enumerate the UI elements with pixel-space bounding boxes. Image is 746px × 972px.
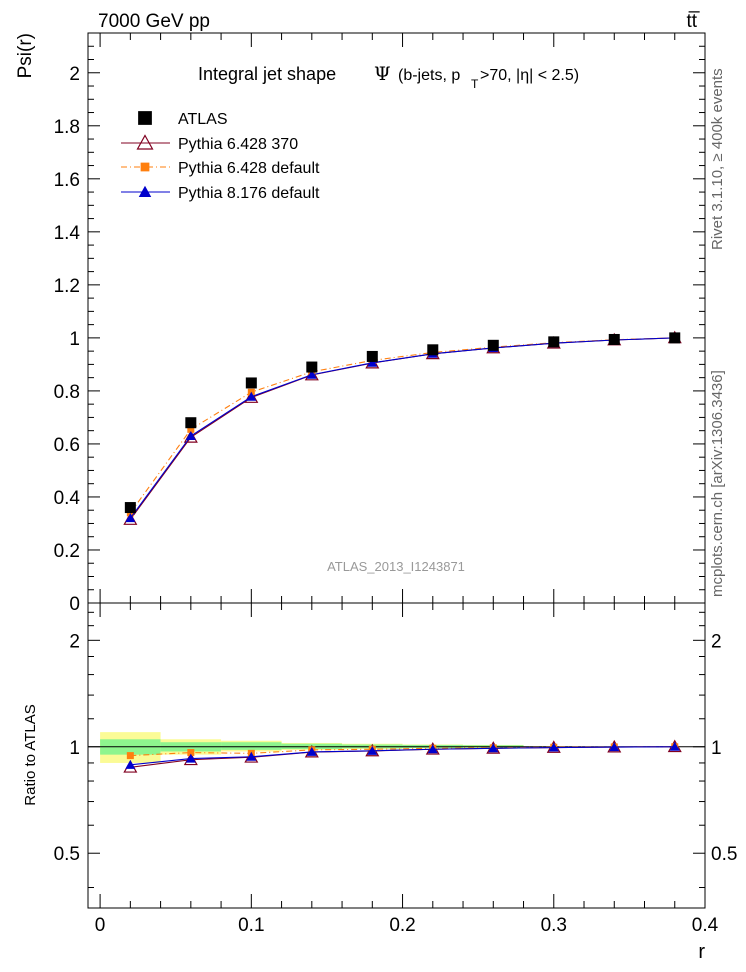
main-point-atlas-6: [487, 339, 499, 351]
title-symbol: Ψ: [374, 63, 391, 85]
axis-tick-labels: 0 0.2 0.4 0.6 0.8 1 1.2 1.4 1.6 1.8 2 0 0.1 0.2 0.3 0.4…: [54, 64, 738, 936]
main-point-atlas-8: [608, 333, 620, 345]
ratio-panel-series: [123, 739, 682, 773]
main-point-atlas-4: [366, 350, 378, 362]
ratio-point-p8_default-4: [367, 745, 378, 755]
main-line-p6_default: [129, 337, 675, 514]
main-line-p6_370: [129, 337, 675, 520]
ratio-point-p8_default-1: [185, 753, 196, 763]
main-line-p8_default: [129, 337, 675, 519]
ratio-point-p8_default-7: [548, 742, 559, 752]
main-point-atlas-2: [245, 377, 257, 389]
title-main: Integral jet shape: [198, 64, 336, 84]
process-label: tt̅: [686, 11, 700, 32]
main-ytick-label-1: 0.2: [54, 541, 80, 562]
legend: ATLAS Pythia 6.428 370 Pythia 6.428 defaul…: [121, 111, 320, 202]
legend-label-p6_370: Pythia 6.428 370: [178, 136, 298, 153]
main-panel-series: [123, 330, 682, 525]
ratio-point-p8_default-6: [488, 743, 499, 753]
ratio-point-p8_default-9: [669, 741, 680, 751]
xtick-label-4: 0.4: [692, 915, 719, 936]
main-ytick-label-6: 1.2: [54, 276, 80, 297]
ratio-point-p8_default-2: [246, 751, 257, 761]
legend-marker-p6_default: [140, 162, 150, 172]
legend-marker-atlas: [138, 111, 152, 125]
energy-label: 7000 GeV pp: [98, 11, 210, 32]
ratio-ylabel: Ratio to ATLAS: [22, 704, 39, 805]
main-ytick-label-8: 1.6: [54, 170, 80, 191]
ratio-point-p8_default-8: [609, 742, 620, 752]
legend-marker-p8_default: [138, 185, 152, 197]
main-ylabel: Psi(r): [15, 33, 36, 78]
main-point-p8_default-1: [185, 430, 196, 440]
panel-frames: [87, 32, 706, 909]
xtick-label-2: 0.2: [389, 915, 415, 936]
main-ytick-label-9: 1.8: [54, 117, 80, 138]
main-ytick-label-0: 0: [69, 594, 80, 615]
mcplots-label: mcplots.cern.ch [arXiv:1306.3436]: [709, 370, 726, 597]
ratio-panel-frame: [87, 602, 706, 909]
ratio-point-p8_default-5: [427, 744, 438, 754]
main-point-p8_default-4: [367, 357, 378, 367]
x-axis-label: r: [698, 941, 705, 963]
plot-title: Integral jet shape Ψ (b-jets, p T >70, |…: [198, 63, 579, 91]
legend-label-atlas: ATLAS: [178, 111, 228, 128]
ratio-ytick-label-1: 1: [69, 738, 80, 759]
axis-ticks: [88, 33, 706, 908]
ratio-point-p6_default-0: [126, 752, 134, 760]
ratio-point-p8_default-3: [306, 746, 317, 756]
rivet-label: Rivet 3.1.10, ≥ 400k events: [709, 68, 726, 250]
main-point-p6_default-1: [187, 425, 195, 433]
ratio-ytick-label-2: 2: [69, 631, 80, 652]
main-ytick-label-2: 0.4: [54, 488, 81, 509]
main-point-atlas-7: [548, 336, 560, 348]
main-point-p8_default-3: [306, 369, 317, 379]
legend-label-p6_default: Pythia 6.428 default: [178, 160, 320, 177]
title-sub: T: [471, 77, 479, 91]
main-ytick-label-10: 2: [69, 64, 80, 85]
main-point-p8_default-2: [246, 391, 257, 401]
xtick-label-1: 0.1: [238, 915, 264, 936]
main-ytick-label-3: 0.6: [54, 435, 80, 456]
ratio-ytick-label-right-2: 2: [711, 631, 722, 652]
main-point-atlas-3: [306, 361, 318, 373]
main-ytick-label-5: 1: [69, 329, 80, 350]
title-paren-open: (b-jets, p: [398, 67, 460, 84]
main-point-atlas-1: [185, 417, 197, 429]
xtick-label-0: 0: [95, 915, 106, 936]
main-point-p6_370-2: [244, 390, 259, 403]
legend-label-p8_default: Pythia 8.176 default: [178, 185, 320, 202]
ratio-ytick-label-right-0: 0.5: [711, 844, 737, 865]
legend-marker-p6_370: [136, 134, 154, 150]
analysis-watermark: ATLAS_2013_I1243871: [327, 559, 465, 574]
ratio-point-p6_default-1: [187, 749, 195, 757]
band-inner-2: [221, 742, 282, 750]
title-paren-close: >70, |η| < 2.5): [480, 67, 579, 84]
ratio-line-p8_default: [130, 746, 675, 766]
xtick-label-3: 0.3: [541, 915, 567, 936]
ratio-ytick-label-0: 0.5: [54, 844, 80, 865]
main-point-atlas-9: [669, 332, 681, 344]
ratio-point-p8_default-0: [125, 759, 136, 769]
ratio-ytick-label-right-1: 1: [711, 738, 722, 759]
main-point-atlas-5: [427, 344, 439, 356]
main-ytick-label-7: 1.4: [54, 223, 81, 244]
main-ytick-label-4: 0.8: [54, 382, 80, 403]
main-point-p8_default-0: [125, 513, 136, 523]
main-point-atlas-0: [124, 502, 136, 514]
